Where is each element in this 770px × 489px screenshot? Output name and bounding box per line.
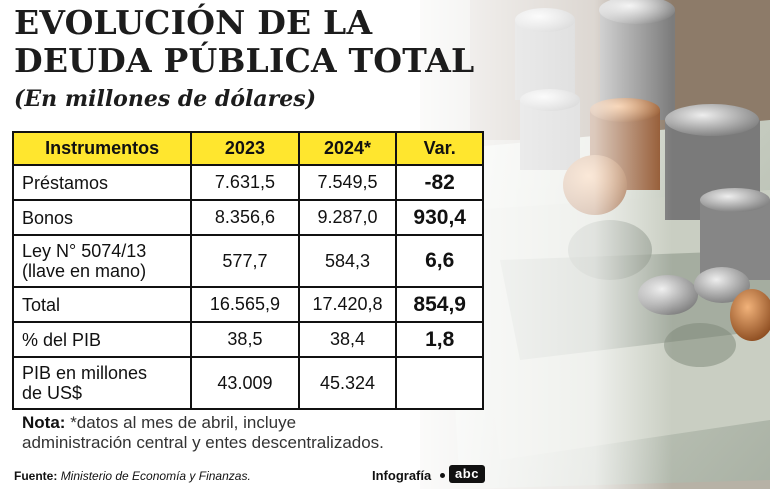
separator-dot	[440, 473, 445, 478]
column-header-instruments: Instrumentos	[11, 131, 193, 166]
table-row-total: Total 16.565,9 17.420,8 854,9	[11, 286, 484, 323]
footnote-line-1: *datos al mes de abril, incluye	[70, 413, 297, 432]
value-2023: 577,7	[190, 234, 300, 288]
source-text: Ministerio de Economía y Finanzas.	[60, 469, 251, 483]
table-row-ley: Ley N° 5074/13 (llave en mano) 577,7 584…	[11, 234, 484, 288]
row-label-line-1: PIB en millones	[22, 363, 148, 383]
value-var	[395, 356, 484, 410]
value-2024: 9.287,0	[297, 199, 398, 236]
row-label: Bonos	[11, 199, 193, 236]
footer: Fuente: Ministerio de Economía y Finanza…	[0, 462, 770, 489]
table-row-prestamos: Préstamos 7.631,5 7.549,5 -82	[11, 164, 484, 201]
row-label-line-2: (llave en mano)	[22, 261, 147, 281]
value-var: 854,9	[395, 286, 484, 323]
title-line-1: EVOLUCIÓN DE LA	[14, 3, 373, 42]
column-header-2023: 2023	[190, 131, 300, 166]
infographic-credit: Infografía	[372, 468, 432, 483]
value-2024: 45.324	[297, 356, 398, 410]
abc-logo: abc	[449, 465, 485, 483]
table-row-pib-usd: PIB en millones de US$ 43.009 45.324	[11, 356, 484, 410]
row-label: % del PIB	[11, 321, 193, 358]
source-label: Fuente:	[14, 469, 58, 483]
subtitle: (En millones de dólares)	[14, 86, 316, 112]
table-header-row: Instrumentos 2023 2024* Var.	[11, 131, 484, 166]
row-label: Total	[11, 286, 193, 323]
table-row-bonos: Bonos 8.356,6 9.287,0 930,4	[11, 199, 484, 236]
footnote-label: Nota:	[22, 413, 66, 432]
value-2024: 7.549,5	[297, 164, 398, 201]
value-var: 1,8	[395, 321, 484, 358]
source: Fuente: Ministerio de Economía y Finanza…	[14, 469, 251, 483]
row-label: Préstamos	[11, 164, 193, 201]
value-2024: 17.420,8	[297, 286, 398, 323]
value-2023: 16.565,9	[190, 286, 300, 323]
value-var: 6,6	[395, 234, 484, 288]
column-header-2024: 2024*	[297, 131, 398, 166]
page-title: EVOLUCIÓN DE LA DEUDA PÚBLICA TOTAL	[14, 4, 474, 80]
title-line-2: DEUDA PÚBLICA TOTAL	[14, 41, 475, 80]
footnote-line-2: administración central y entes descentra…	[22, 433, 384, 452]
row-label-line-1: Ley N° 5074/13	[22, 241, 147, 261]
row-label-line-2: de US$	[22, 383, 83, 403]
value-2023: 8.356,6	[190, 199, 300, 236]
debt-table: Instrumentos 2023 2024* Var. Préstamos 7…	[11, 131, 484, 410]
footnote: Nota: *datos al mes de abril, incluye ad…	[22, 413, 384, 453]
row-label: PIB en millones de US$	[11, 356, 193, 410]
value-2023: 7.631,5	[190, 164, 300, 201]
value-var: -82	[395, 164, 484, 201]
row-label: Ley N° 5074/13 (llave en mano)	[11, 234, 193, 288]
value-2024: 584,3	[297, 234, 398, 288]
value-2024: 38,4	[297, 321, 398, 358]
value-var: 930,4	[395, 199, 484, 236]
table-row-pib-percent: % del PIB 38,5 38,4 1,8	[11, 321, 484, 358]
value-2023: 43.009	[190, 356, 300, 410]
value-2023: 38,5	[190, 321, 300, 358]
column-header-var: Var.	[395, 131, 484, 166]
